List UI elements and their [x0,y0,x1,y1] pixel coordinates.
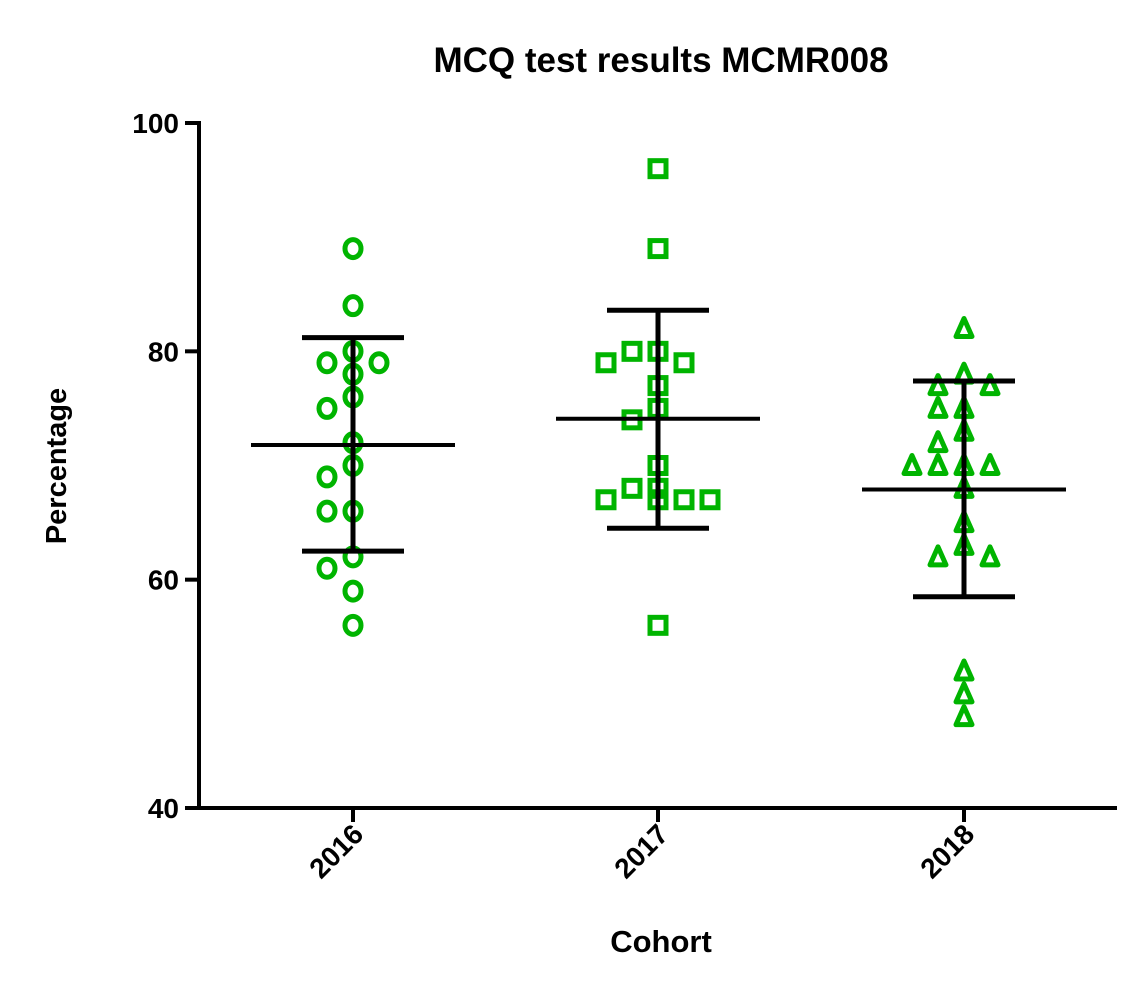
data-point-triangle [927,395,949,419]
x-axis-label: Cohort [610,924,712,959]
data-point-circle [316,396,338,420]
chart-title: MCQ test results MCMR008 [433,41,888,80]
data-point-square [595,352,617,374]
data-point-square [673,489,695,511]
data-point-triangle [927,453,949,476]
data-point-square [595,489,617,511]
x-tick-label: 2018 [914,818,980,884]
x-tick-label: 2017 [608,818,674,884]
data-point-square [647,158,669,180]
data-point-triangle [927,430,949,454]
data-point-square [647,614,669,636]
data-point-circle [342,613,364,637]
y-tick-label: 60 [148,565,179,596]
x-tick-label: 2016 [303,818,369,884]
data-point-triangle [927,373,949,397]
data-point-triangle [953,704,975,728]
data-point-square [621,340,643,362]
data-point-square [673,352,695,374]
data-point-triangle [953,681,975,705]
y-tick-label: 40 [148,793,179,824]
data-point-square [621,477,643,499]
data-point-triangle [979,453,1001,476]
data-point-circle [316,499,338,523]
y-tick-label: 100 [132,108,179,139]
y-axis-label: Percentage [41,388,73,544]
data-point-triangle [901,453,923,476]
data-point-square [699,489,721,511]
data-point-triangle [979,544,1001,568]
data-point-square [647,238,669,260]
data-point-circle [342,237,364,261]
data-point-triangle [953,658,975,682]
data-point-circle [316,351,338,375]
data-point-circle [342,294,364,318]
data-point-circle [342,579,364,603]
data-point-triangle [927,544,949,568]
data-point-triangle [979,373,1001,397]
data-point-triangle [953,316,975,339]
y-tick-label: 80 [148,336,179,367]
data-point-circle [316,556,338,580]
data-point-circle [368,351,390,375]
data-point-circle [316,465,338,489]
